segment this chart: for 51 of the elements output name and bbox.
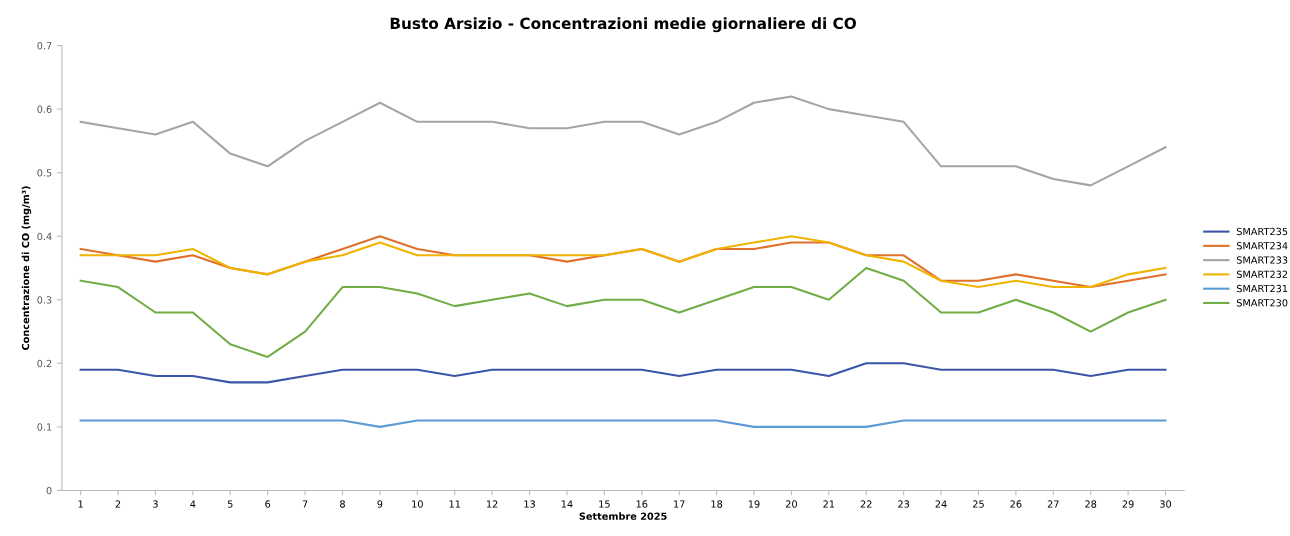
x-tick-label: 1 bbox=[78, 500, 83, 508]
x-tick-label: 2 bbox=[115, 500, 121, 508]
y-tick-label: 0.2 bbox=[37, 359, 52, 368]
x-tick-label: 24 bbox=[935, 500, 947, 508]
x-tick-label: 17 bbox=[674, 500, 685, 508]
y-tick-label: 0.4 bbox=[37, 232, 52, 241]
y-tick-label: 0.3 bbox=[37, 296, 52, 304]
x-tick-label: 11 bbox=[449, 500, 461, 508]
x-tick-label: 23 bbox=[898, 500, 910, 508]
y-axis-title: Concentrazione di CO (mg/m³) bbox=[21, 186, 32, 350]
y-tick-label: 0.7 bbox=[37, 42, 52, 50]
line-series bbox=[79, 95, 1167, 187]
y-tick-label: 0.1 bbox=[37, 423, 52, 431]
line-series bbox=[79, 362, 1167, 384]
legend-label: SMART231 bbox=[1236, 284, 1288, 293]
x-tick-label: 10 bbox=[412, 500, 423, 508]
x-tick-label: 12 bbox=[487, 500, 498, 508]
chart-title: Busto Arsizio - Concentrazioni medie giornaliere di CO bbox=[390, 17, 856, 33]
x-tick-label: 21 bbox=[823, 500, 835, 508]
line-series bbox=[79, 235, 1167, 289]
x-axis-title: Settembre 2025 bbox=[579, 512, 667, 520]
x-tick-label: 29 bbox=[1122, 500, 1134, 508]
line-series bbox=[79, 266, 1167, 359]
legend-label: SMART230 bbox=[1236, 299, 1288, 307]
x-tick-label: 9 bbox=[377, 500, 383, 508]
x-tick-label: 25 bbox=[972, 500, 984, 508]
x-tick-label: 8 bbox=[340, 500, 345, 508]
legend-label: SMART235 bbox=[1236, 227, 1288, 236]
y-tick-label: 0 bbox=[46, 486, 52, 495]
x-tick-label: 18 bbox=[711, 500, 723, 508]
x-tick-label: 7 bbox=[302, 500, 308, 508]
legend-label: SMART233 bbox=[1236, 256, 1288, 264]
y-tick-label: 0.6 bbox=[37, 105, 52, 113]
x-tick-label: 5 bbox=[227, 500, 233, 508]
x-tick-label: 30 bbox=[1160, 500, 1172, 508]
legend-label: SMART232 bbox=[1236, 270, 1288, 278]
x-tick-label: 27 bbox=[1047, 500, 1059, 508]
x-tick-label: 13 bbox=[524, 500, 535, 508]
x-tick-label: 28 bbox=[1085, 500, 1097, 508]
x-tick-label: 3 bbox=[153, 500, 158, 508]
x-tick-label: 19 bbox=[748, 500, 760, 508]
x-tick-label: 16 bbox=[636, 500, 648, 508]
legend-label: SMART234 bbox=[1236, 242, 1288, 250]
x-tick-label: 22 bbox=[860, 500, 872, 508]
x-tick-label: 14 bbox=[561, 500, 573, 508]
x-tick-label: 15 bbox=[599, 500, 610, 508]
x-tick-label: 4 bbox=[190, 500, 196, 508]
x-tick-label: 6 bbox=[265, 500, 271, 508]
y-tick-label: 0.5 bbox=[37, 169, 52, 177]
x-tick-label: 20 bbox=[785, 500, 797, 508]
x-tick-label: 26 bbox=[1010, 500, 1022, 508]
